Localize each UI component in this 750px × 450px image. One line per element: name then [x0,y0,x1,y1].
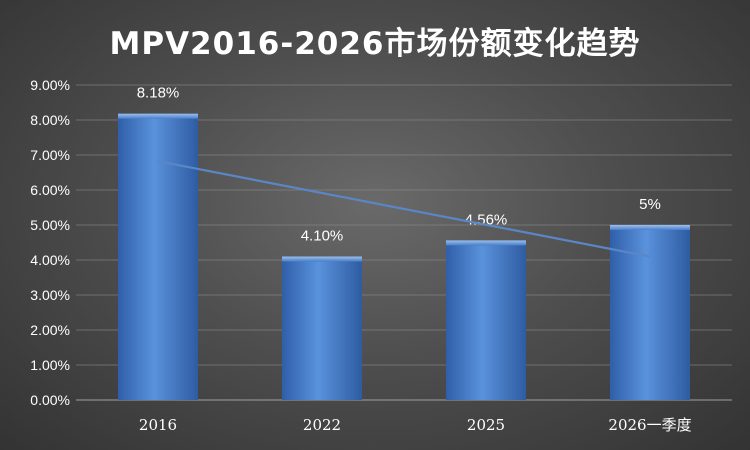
y-tick-label: 6.00% [30,182,70,198]
bar-top-bevel [118,113,198,119]
x-tick-label: 2016 [139,416,177,434]
y-tick-label: 8.00% [30,112,70,128]
bar-top-bevel [446,240,526,246]
bar-top-bevel [282,256,362,262]
x-tick-label: 2025 [467,416,505,434]
bar-top-bevel [610,225,690,230]
bar [282,256,362,400]
chart-title: MPV2016-2026市场份额变化趋势 [109,26,641,62]
bar [118,113,198,400]
y-tick-label: 0.00% [30,392,70,408]
data-label: 8.18% [137,85,180,102]
bar [610,225,690,400]
data-label: 5% [639,196,661,213]
bar [446,240,526,400]
x-tick-label: 2022 [303,416,341,434]
x-tick-label: 2026一季度 [608,416,691,434]
y-tick-label: 2.00% [30,322,70,338]
trendline [157,160,651,258]
data-label: 4.56% [465,211,508,228]
data-label: 4.10% [301,228,344,245]
y-tick-label: 7.00% [30,147,70,163]
y-tick-label: 5.00% [30,217,70,233]
y-tick-label: 9.00% [30,77,70,93]
y-tick-label: 4.00% [30,252,70,268]
y-tick-label: 1.00% [30,357,70,373]
y-tick-label: 3.00% [30,287,70,303]
